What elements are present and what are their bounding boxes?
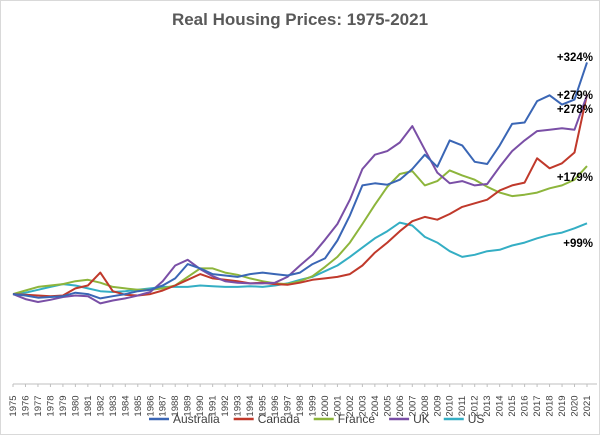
x-tick-label: 2020 bbox=[570, 395, 581, 416]
end-label-us: +99% bbox=[563, 238, 593, 250]
x-tick-label: 1981 bbox=[83, 395, 94, 416]
x-tick-label: 1995 bbox=[258, 395, 269, 416]
end-label-france: +179% bbox=[557, 172, 593, 184]
x-axis-ticks: 1975 1976 1977 1978 1979 1980 1981 1982 1983 1984… bbox=[8, 384, 593, 417]
chart-title: Real Housing Prices: 1975-2021 bbox=[172, 10, 428, 29]
x-tick-label: 1976 bbox=[20, 395, 31, 416]
legend-label-australia: Australia bbox=[173, 412, 220, 426]
x-tick-label: 1988 bbox=[170, 395, 181, 416]
x-tick-label: 1992 bbox=[220, 395, 231, 416]
x-tick-label: 2011 bbox=[457, 396, 468, 416]
x-tick-label: 1997 bbox=[283, 395, 294, 416]
x-tick-label: 2018 bbox=[545, 395, 556, 416]
x-tick-label: 1987 bbox=[158, 395, 169, 416]
x-tick-label: 2002 bbox=[345, 395, 356, 416]
series-line-uk bbox=[12, 94, 588, 305]
x-tick-label: 2019 bbox=[557, 395, 568, 416]
x-tick-label: 1990 bbox=[195, 395, 206, 416]
x-tick-label: 2001 bbox=[332, 395, 343, 416]
series-lines bbox=[12, 62, 588, 305]
legend-label-canada: Canada bbox=[258, 412, 300, 426]
x-tick-label: 1996 bbox=[270, 395, 281, 416]
x-tick-label: 1978 bbox=[45, 395, 56, 416]
x-tick-label: 1984 bbox=[120, 395, 131, 416]
x-tick-label: 1983 bbox=[108, 395, 119, 416]
x-tick-label: 1999 bbox=[307, 395, 318, 416]
x-tick-label: 2021 bbox=[582, 395, 593, 416]
x-tick-label: 1994 bbox=[245, 395, 256, 416]
x-tick-label: 2010 bbox=[445, 395, 456, 416]
end-label-uk: +278% bbox=[557, 104, 593, 116]
x-tick-label: 2012 bbox=[470, 395, 481, 416]
x-tick-label: 1982 bbox=[95, 395, 106, 416]
x-tick-label: 2005 bbox=[382, 395, 393, 416]
x-tick-label: 1998 bbox=[295, 395, 306, 416]
legend-label-france: France bbox=[338, 412, 376, 426]
x-tick-label: 1980 bbox=[70, 395, 81, 416]
x-tick-label: 2006 bbox=[395, 395, 406, 416]
legend-label-uk: UK bbox=[413, 412, 430, 426]
x-tick-label: 2014 bbox=[495, 395, 506, 416]
x-tick-label: 2000 bbox=[320, 395, 331, 416]
x-tick-label: 1986 bbox=[145, 395, 156, 416]
x-tick-label: 2017 bbox=[532, 395, 543, 416]
legend: Australia Canada France UK US bbox=[149, 412, 484, 426]
series-line-us bbox=[12, 221, 588, 296]
series-line-canada bbox=[12, 94, 588, 298]
x-tick-label: 2016 bbox=[520, 395, 531, 416]
x-tick-label: 2003 bbox=[357, 395, 368, 416]
x-tick-label: 1989 bbox=[183, 395, 194, 416]
series-line-australia bbox=[12, 62, 588, 300]
x-tick-label: 1993 bbox=[233, 395, 244, 416]
x-tick-label: 1977 bbox=[33, 395, 44, 416]
x-tick-label: 1985 bbox=[133, 395, 144, 416]
x-tick-label: 1975 bbox=[8, 395, 19, 416]
end-value-labels: +324% +279% +179% +278% +99% bbox=[557, 52, 593, 250]
legend-label-us: US bbox=[468, 412, 485, 426]
x-tick-label: 1991 bbox=[208, 395, 219, 416]
end-label-australia: +324% bbox=[557, 52, 593, 64]
x-tick-label: 1979 bbox=[58, 395, 69, 416]
end-label-canada: +279% bbox=[557, 90, 593, 102]
x-tick-label: 2009 bbox=[432, 395, 443, 416]
x-tick-label: 2008 bbox=[420, 395, 431, 416]
x-tick-label: 2013 bbox=[482, 395, 493, 416]
x-tick-label: 2007 bbox=[407, 395, 418, 416]
x-tick-label: 2015 bbox=[507, 395, 518, 416]
x-tick-label: 2004 bbox=[370, 395, 381, 416]
